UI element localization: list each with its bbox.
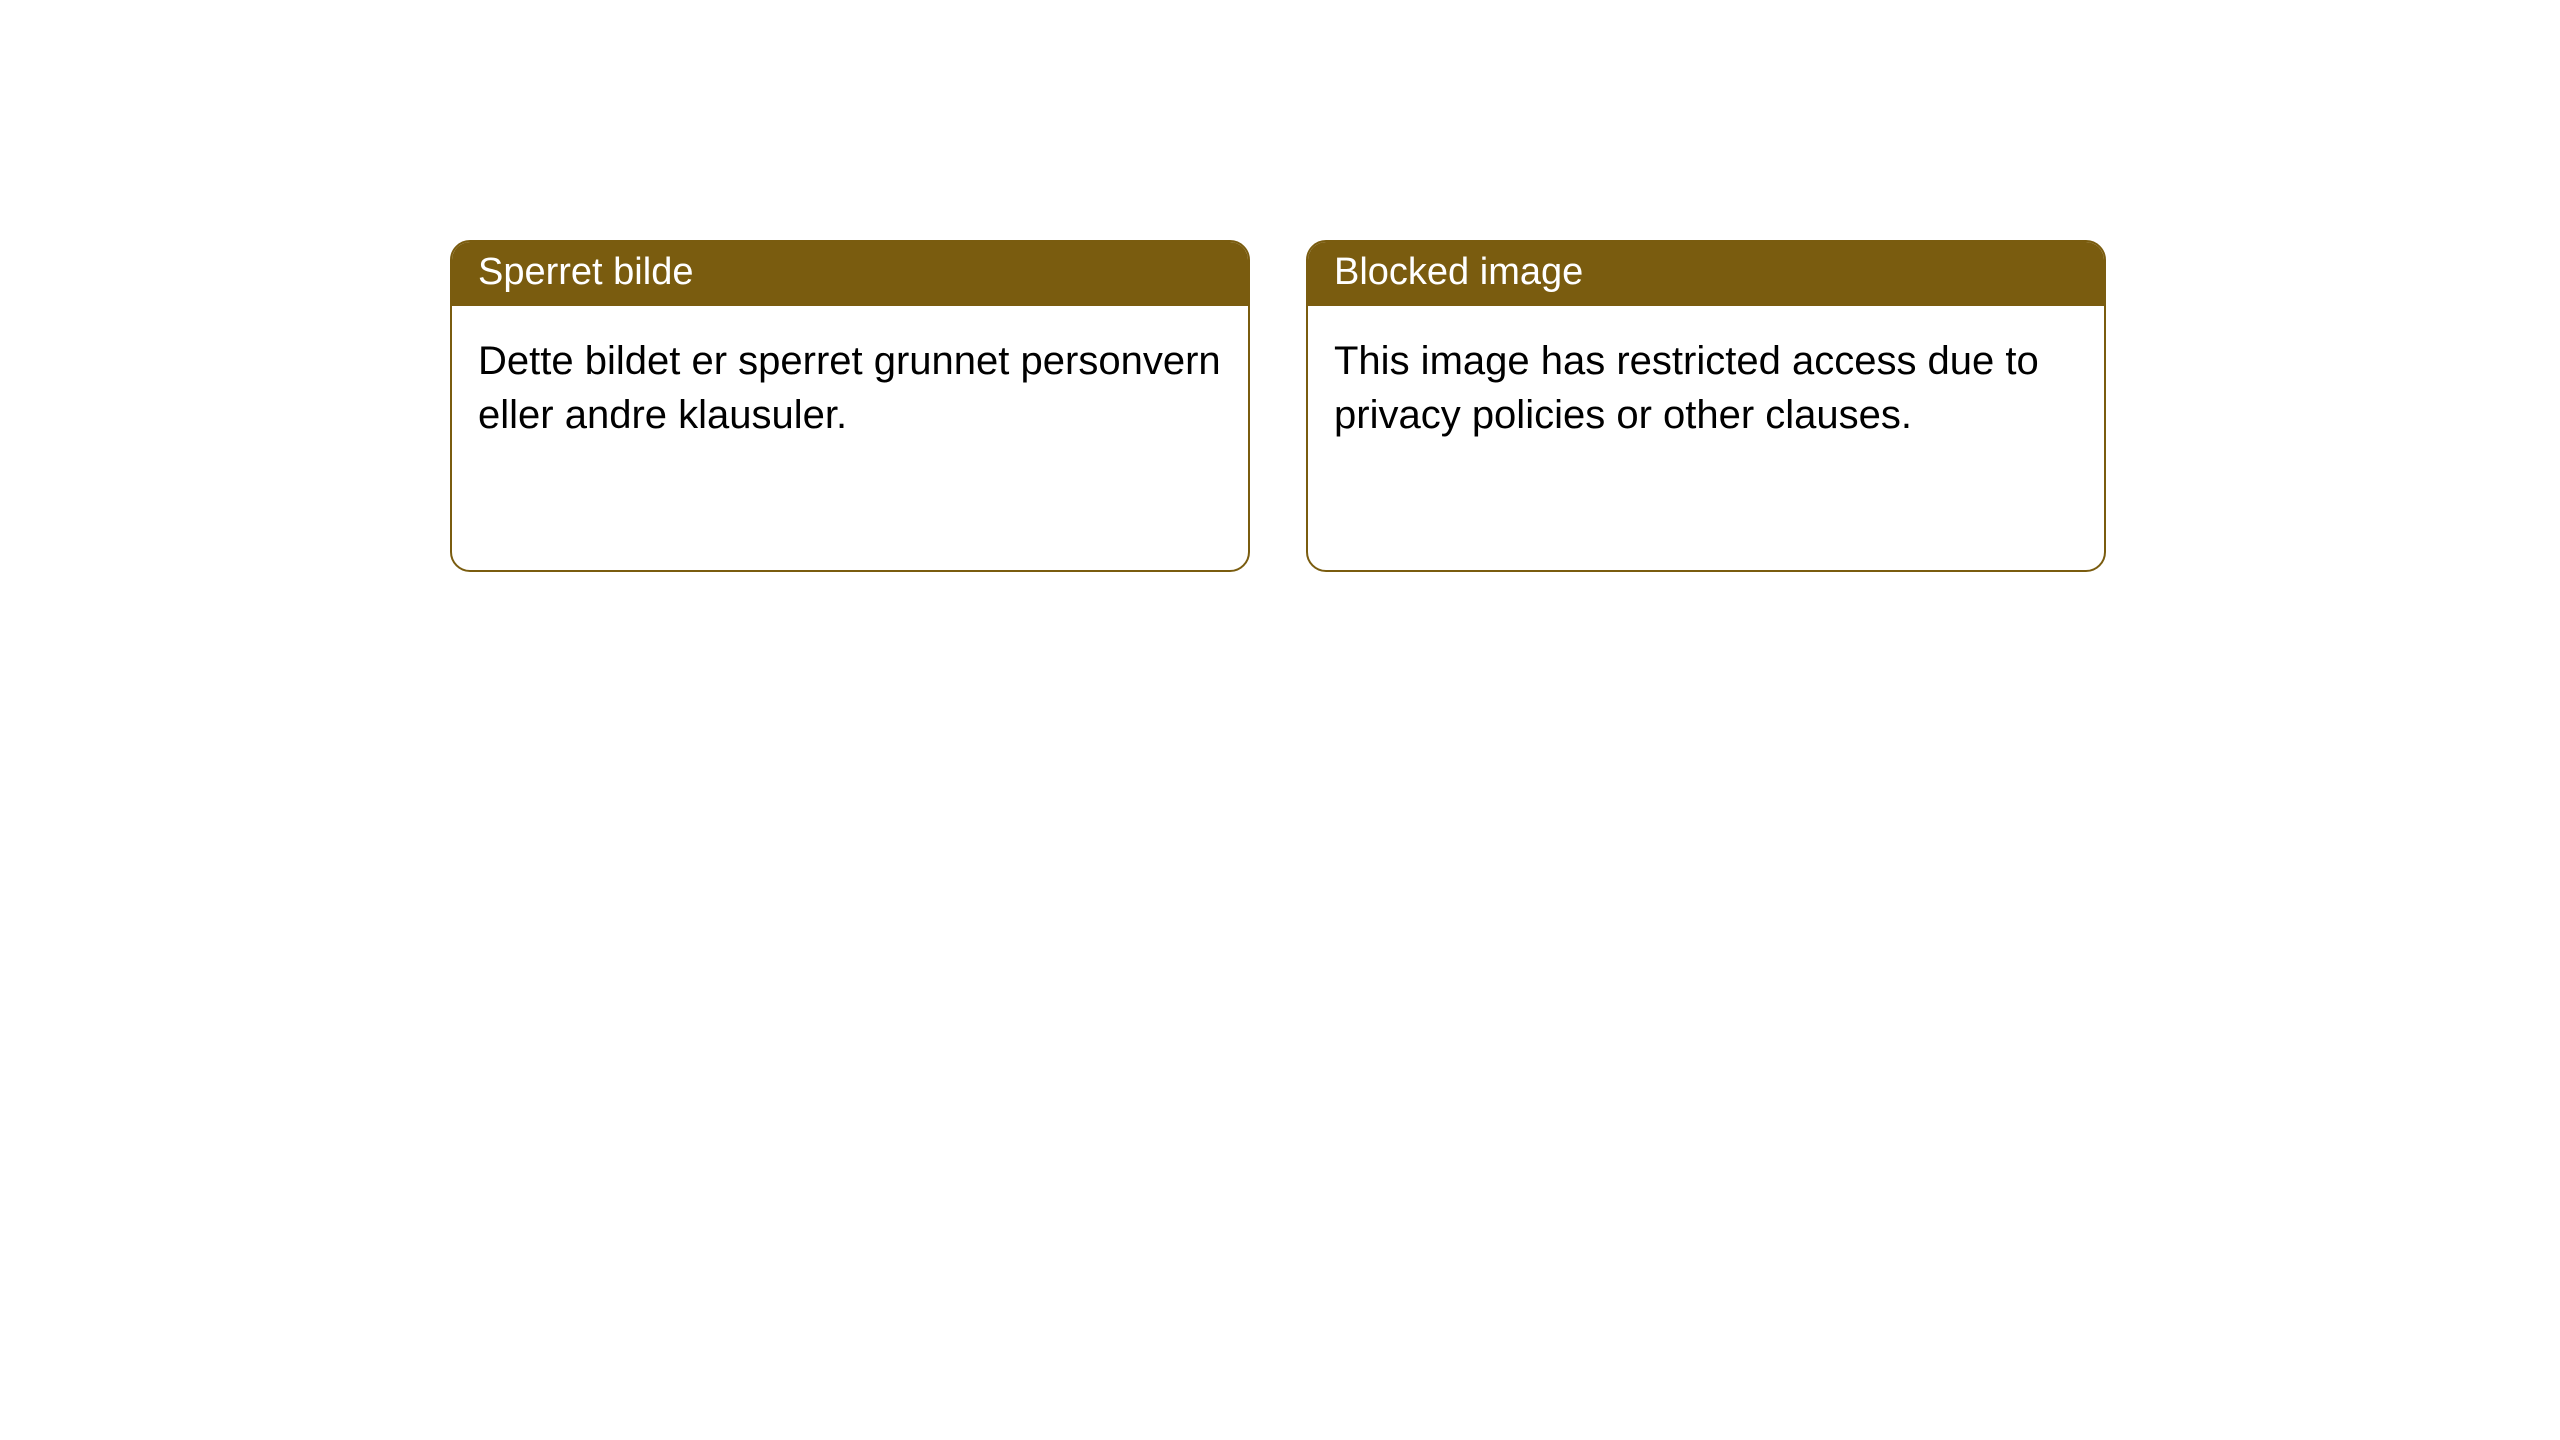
card-title-en: Blocked image: [1308, 242, 2104, 306]
card-title-no: Sperret bilde: [452, 242, 1248, 306]
blocked-image-card-en: Blocked image This image has restricted …: [1306, 240, 2106, 572]
card-body-en: This image has restricted access due to …: [1308, 306, 2104, 468]
blocked-image-card-no: Sperret bilde Dette bildet er sperret gr…: [450, 240, 1250, 572]
notice-container: Sperret bilde Dette bildet er sperret gr…: [0, 0, 2560, 572]
card-body-no: Dette bildet er sperret grunnet personve…: [452, 306, 1248, 468]
